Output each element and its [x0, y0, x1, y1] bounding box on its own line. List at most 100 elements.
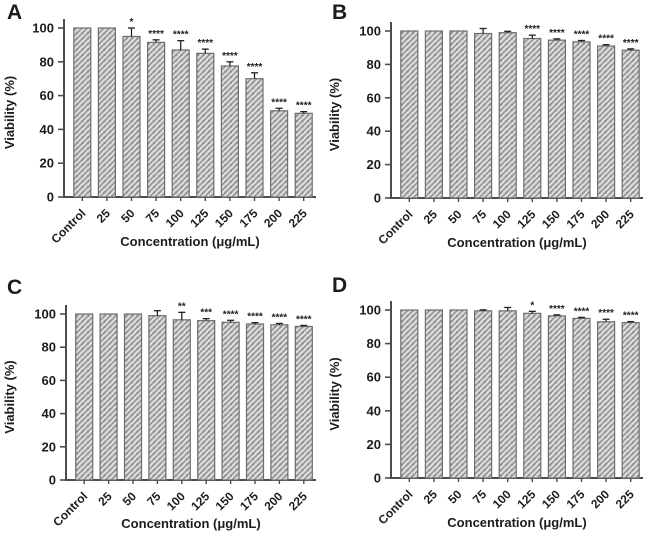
significance-marker: **** — [173, 30, 189, 41]
y-tick-label: 60 — [367, 370, 381, 385]
x-tick-label: 25 — [95, 489, 115, 509]
y-tick-label: 100 — [32, 21, 54, 36]
x-tick-label: 175 — [237, 206, 261, 230]
panel-letter-b: B — [332, 1, 348, 24]
significance-marker: **** — [223, 309, 239, 320]
x-tick-label: 150 — [539, 487, 563, 511]
bar-25 — [99, 313, 118, 481]
bar-100 — [172, 319, 191, 481]
significance-marker: **** — [574, 306, 590, 317]
bar-125 — [523, 312, 542, 479]
x-tick-label: 100 — [490, 207, 514, 231]
panel-letter-c: C — [7, 276, 23, 299]
bar-75 — [147, 41, 166, 198]
x-tick-label: 100 — [164, 489, 188, 513]
x-tick-label: 225 — [613, 207, 637, 231]
y-tick-label: 0 — [374, 471, 381, 486]
bar-100 — [498, 32, 517, 199]
bar-150 — [221, 321, 240, 481]
y-tick-label: 80 — [40, 54, 54, 69]
x-tick-label: Control — [375, 487, 415, 527]
y-tick-label: 20 — [367, 437, 381, 452]
significance-marker: **** — [598, 34, 614, 45]
bar-chart-a: 0 20 40 60 80 100 Viability (%) Control 25 * 50 ***… — [2, 17, 316, 249]
x-tick-label: 125 — [188, 489, 212, 513]
y-tick-label: 40 — [42, 406, 56, 421]
bar-chart-c: 0 20 40 60 80 100 Viability (%) Control 25 50 75 **… — [2, 301, 316, 531]
y-axis-title: Viability (%) — [2, 360, 17, 433]
y-tick-label: 0 — [49, 473, 56, 488]
y-tick-label: 100 — [359, 303, 381, 318]
bar-150 — [220, 65, 239, 198]
x-tick-label: 200 — [588, 207, 612, 231]
bar-125 — [196, 52, 215, 198]
significance-marker: * — [530, 300, 534, 311]
panel-a: A 0 20 40 60 80 100 Viability (%) Control 25 * 50 *… — [0, 0, 325, 272]
x-tick-label: Control — [375, 207, 415, 247]
x-tick-label: 150 — [212, 206, 236, 230]
panel-c: C 0 20 40 60 80 100 Viability (%) Control 25 50 75… — [0, 272, 325, 544]
x-tick-label: 75 — [144, 489, 164, 509]
y-tick-label: 60 — [367, 90, 381, 105]
bar-175 — [572, 41, 591, 199]
x-tick-label: 25 — [421, 487, 441, 507]
bar-200 — [597, 45, 616, 199]
y-tick-label: 20 — [42, 439, 56, 454]
bar-175 — [245, 323, 265, 481]
bar-50 — [449, 309, 468, 479]
x-axis-title: Concentration (μg/mL) — [120, 234, 259, 249]
significance-marker: **** — [247, 62, 263, 73]
bar-50 — [123, 313, 143, 481]
panel-letter-d: D — [332, 274, 348, 297]
x-tick-label: 175 — [237, 489, 261, 513]
y-tick-label: 20 — [40, 156, 54, 171]
bar-control — [73, 27, 92, 198]
significance-marker: **** — [247, 312, 263, 323]
y-tick-label: 80 — [42, 340, 56, 355]
y-axis-title: Viability (%) — [327, 357, 342, 430]
x-tick-label: 125 — [514, 487, 538, 511]
significance-marker: **** — [148, 29, 164, 40]
y-tick-label: 40 — [367, 403, 381, 418]
significance-marker: **** — [296, 101, 312, 112]
bar-75 — [474, 310, 493, 479]
y-tick-label: 100 — [359, 24, 381, 39]
x-tick-label: 150 — [213, 489, 237, 513]
bar-225 — [294, 112, 313, 198]
x-tick-label: 100 — [490, 487, 514, 511]
significance-marker: **** — [623, 38, 639, 49]
bar-50 — [449, 30, 468, 199]
x-tick-label: 200 — [261, 489, 285, 513]
y-tick-label: 40 — [367, 124, 381, 139]
bar-control — [400, 309, 419, 479]
bar-25 — [424, 309, 444, 479]
x-tick-label: 175 — [564, 487, 588, 511]
bar-75 — [148, 315, 167, 481]
bar-75 — [474, 32, 493, 199]
y-axis-title: Viability (%) — [2, 76, 17, 149]
y-tick-label: 80 — [367, 336, 381, 351]
y-tick-label: 100 — [34, 307, 56, 322]
bar-control — [75, 313, 94, 481]
bar-225 — [621, 49, 640, 199]
x-tick-label: 25 — [421, 207, 441, 227]
significance-marker: * — [130, 17, 134, 28]
x-tick-label: 50 — [120, 489, 140, 509]
significance-marker: **** — [525, 24, 541, 35]
panel-b: B 0 20 40 60 80 100 Viability (%) Control 25 50 75… — [325, 0, 650, 272]
x-axis-title: Concentration (μg/mL) — [447, 235, 586, 250]
bar-150 — [547, 315, 566, 479]
bar-25 — [97, 27, 117, 198]
y-tick-label: 20 — [367, 157, 381, 172]
bar-225 — [294, 325, 313, 481]
x-tick-label: 150 — [539, 207, 563, 231]
y-tick-label: 80 — [367, 57, 381, 72]
panel-d: D 0 20 40 60 80 100 Viability (%) Control 25 50 75… — [325, 272, 650, 544]
y-tick-label: 40 — [40, 122, 54, 137]
x-tick-label: 75 — [143, 206, 163, 226]
bar-200 — [597, 321, 616, 479]
significance-marker: **** — [549, 28, 565, 39]
